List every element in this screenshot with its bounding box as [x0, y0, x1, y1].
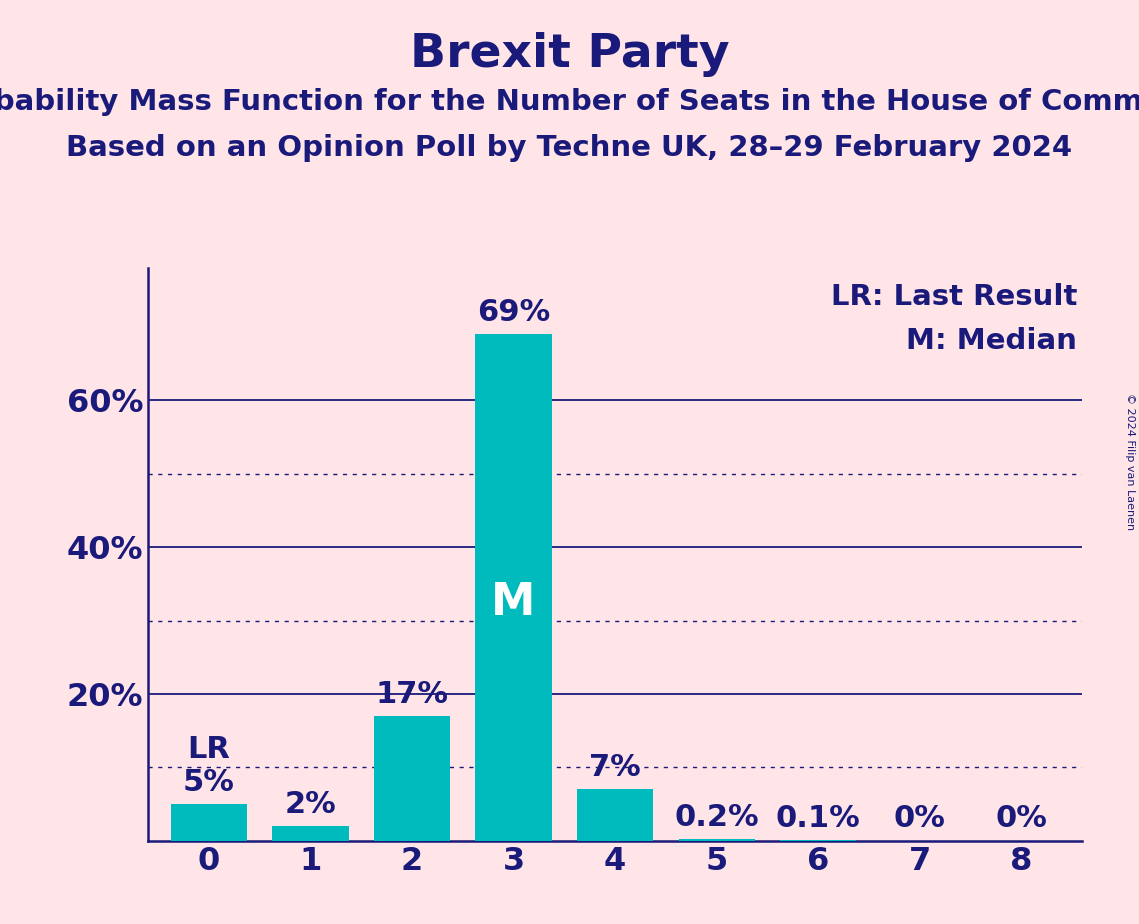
Text: © 2024 Filip van Laenen: © 2024 Filip van Laenen	[1125, 394, 1134, 530]
Text: LR: Last Result: LR: Last Result	[830, 283, 1077, 310]
Bar	[171, 804, 247, 841]
Text: Based on an Opinion Poll by Techne UK, 28–29 February 2024: Based on an Opinion Poll by Techne UK, 2…	[66, 134, 1073, 162]
Bar	[374, 716, 450, 841]
Text: LR: LR	[188, 735, 230, 764]
Text: 0.2%: 0.2%	[674, 803, 759, 832]
Bar	[679, 839, 755, 841]
Text: M: M	[491, 581, 535, 624]
Text: 0.1%: 0.1%	[776, 804, 860, 833]
Text: 7%: 7%	[589, 753, 641, 782]
Text: Probability Mass Function for the Number of Seats in the House of Commons: Probability Mass Function for the Number…	[0, 88, 1139, 116]
Text: 0%: 0%	[894, 805, 945, 833]
Bar	[475, 334, 551, 841]
Text: Brexit Party: Brexit Party	[410, 32, 729, 78]
Text: 0%: 0%	[995, 805, 1047, 833]
Text: M: Median: M: Median	[907, 327, 1077, 355]
Text: 5%: 5%	[183, 768, 235, 796]
Text: 17%: 17%	[376, 680, 449, 709]
Text: 2%: 2%	[285, 790, 336, 819]
Bar	[577, 789, 653, 841]
Text: 69%: 69%	[477, 298, 550, 327]
Bar	[272, 826, 349, 841]
